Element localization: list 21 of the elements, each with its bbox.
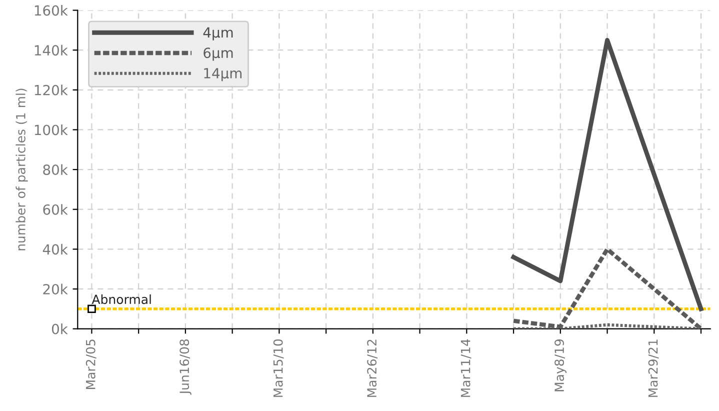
y-tick-label: 100k bbox=[34, 124, 68, 136]
y-tick-label: 40k bbox=[42, 244, 68, 255]
text: 6μm bbox=[204, 48, 233, 61]
y-tick-label: 140k bbox=[34, 44, 68, 56]
x-tick-label: May8/19 bbox=[554, 339, 566, 392]
x-tick-label: Mar29/21 bbox=[648, 340, 659, 397]
y-tick-label: 20k bbox=[43, 284, 68, 294]
y-tick-label: 160k bbox=[34, 5, 68, 16]
x-tick-label: Mar11/14 bbox=[460, 339, 472, 397]
ref-line-label: Abnormal bbox=[92, 294, 151, 304]
y-tick-label: 0k bbox=[52, 324, 68, 334]
x-tick-label: Mar15/10 bbox=[273, 339, 284, 397]
y-axis-title: number of particles (1 ml) bbox=[16, 88, 28, 250]
y-tick-label: 120k bbox=[34, 84, 68, 96]
y-tick-label: 80k bbox=[43, 164, 68, 176]
text: 14μm bbox=[204, 68, 242, 82]
y-tick-label: 60k bbox=[43, 204, 68, 215]
text: 4μm bbox=[203, 27, 233, 40]
x-tick-label: Mar2/05 bbox=[86, 340, 96, 389]
x-tick-label: Jun16/08 bbox=[180, 339, 192, 395]
x-tick-label: Mar26/12 bbox=[367, 340, 378, 397]
